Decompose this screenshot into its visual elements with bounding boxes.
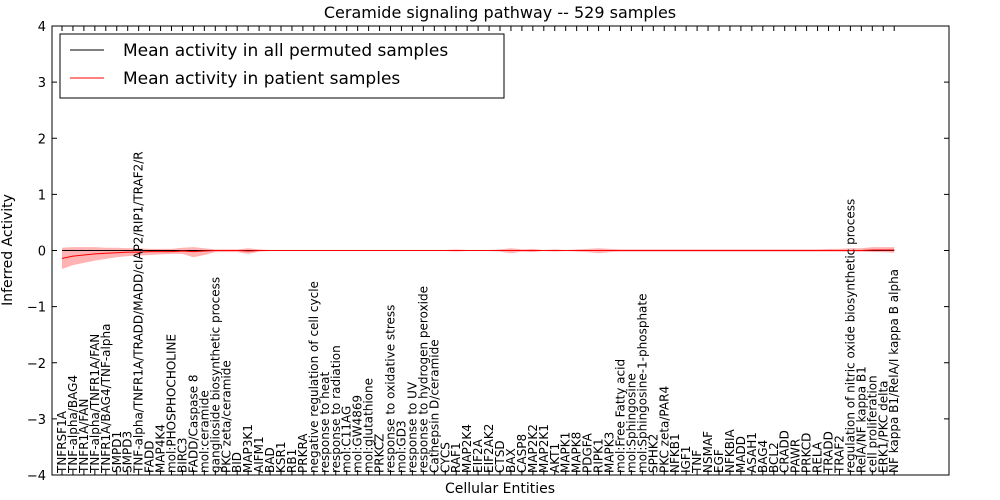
- y-tick-label: 3: [38, 76, 46, 91]
- x-tick-label: PRKCD: [800, 433, 814, 473]
- x-tick-label: MAP4K4: [154, 424, 168, 473]
- x-tick-label: response to heat: [318, 371, 332, 473]
- x-tick-label: MAP2K2: [526, 424, 540, 473]
- y-axis-label: Inferred Activity: [0, 194, 16, 306]
- x-tick-label: RIPK1: [592, 438, 606, 473]
- x-tick-label: TRAF2: [832, 435, 846, 474]
- x-tick-label: AIFM1: [252, 436, 266, 473]
- plot-area: [61, 247, 895, 270]
- x-tick-label: MAP3K1: [241, 424, 255, 473]
- y-tick-label: 2: [38, 132, 46, 147]
- x-tick-label: MAPK3: [603, 432, 617, 473]
- x-tick-label: BAD: [263, 447, 277, 473]
- x-axis-label: Cellular Entities: [445, 481, 555, 497]
- x-tick-label: TNF-alpha/BAG4: [66, 375, 80, 474]
- x-tick-label: BCL2: [767, 442, 781, 473]
- y-tick-label: −3: [27, 413, 46, 428]
- x-tick-label: mol:GW4869: [351, 395, 365, 473]
- x-tick-label: AKT1: [548, 443, 562, 473]
- x-tick-label: CASP8: [515, 434, 529, 473]
- x-tick-label: PKC zeta/PAR4: [657, 386, 671, 473]
- y-tick-label: 1: [38, 188, 46, 203]
- patient-band: [62, 247, 895, 270]
- x-tick-label: mol:Sphingosine: [624, 373, 638, 473]
- x-tick-label: RB1: [285, 449, 299, 473]
- chart-title: Ceramide signaling pathway -- 529 sample…: [324, 3, 676, 22]
- x-tick-label: TRADD: [822, 431, 836, 474]
- x-tick-label: mol:glutathione: [362, 378, 376, 473]
- x-tick-label: MAPK8: [570, 432, 584, 473]
- x-tick-label: CRADD: [778, 430, 792, 473]
- x-tick-label: EIF2AK2: [482, 424, 496, 473]
- x-tick-label: regulation of nitric oxide biosynthetic …: [843, 199, 857, 473]
- x-tick-label: BAG4: [756, 440, 770, 473]
- x-tick-label: mol:GD3: [394, 420, 408, 473]
- x-tick-label: MADD: [734, 436, 748, 473]
- x-tick-label: mol:ceramide: [197, 390, 211, 473]
- legend-box: [59, 33, 505, 99]
- x-tick-label: CYCS: [438, 442, 452, 473]
- x-tick-label: PRKCZ: [373, 434, 387, 473]
- x-tick-label: ERK1/PKC delta: [876, 380, 890, 473]
- x-tick-label: NF kappa B1/RelA/I kappa B alpha: [887, 269, 901, 473]
- series-line-patient: [61, 249, 895, 259]
- x-tick-label: ganglioside biosynthetic process: [208, 277, 222, 473]
- x-tick-label: SPHK2: [646, 434, 660, 473]
- x-tick-label: CTSD: [493, 440, 507, 473]
- x-tick-label: TNFRSF1A: [55, 410, 69, 474]
- x-tick-label: response to hydrogen peroxide: [416, 286, 430, 473]
- legend: Mean activity in all permuted samples Me…: [59, 33, 505, 99]
- x-tick-label: mol:C11AG: [340, 406, 354, 473]
- x-tick-label: cell proliferation: [865, 375, 879, 473]
- legend-entry-permuted: Mean activity in all permuted samples: [123, 41, 448, 61]
- y-axis: −4 −3 −2 −1 0 1 2 3 4: [27, 20, 949, 484]
- x-tick-label: RELA: [811, 441, 825, 473]
- x-tick-label: EIF2A: [471, 438, 485, 473]
- x-tick-label: mol:Free Fatty acid: [613, 359, 627, 473]
- x-tick-label: IGF1: [679, 446, 693, 473]
- x-tick-label: BAX: [504, 448, 518, 473]
- y-tick-label: −4: [27, 469, 46, 484]
- x-tick-label: PRKRA: [296, 433, 310, 473]
- x-tick-label: EGF: [712, 449, 726, 473]
- x-tick-label: MAP2K1: [537, 424, 551, 473]
- x-tick-label: TNF-alpha/TNFR1A/FAN: [88, 334, 102, 474]
- x-tick-label: mol:Sphingosine-1-phosphate: [635, 294, 649, 474]
- legend-entry-patient: Mean activity in patient samples: [123, 69, 400, 89]
- x-tick-label: SMPD3: [121, 431, 135, 473]
- x-tick-label: TNF: [690, 450, 704, 474]
- x-axis: TNFRSF1ATNF-alpha/BAG4TNFR1A/FANTNF-alph…: [55, 26, 901, 475]
- x-tick-label: RAF1: [449, 442, 463, 473]
- x-tick-label: response to radiation: [329, 345, 343, 473]
- x-tick-label: MAPK1: [559, 432, 573, 473]
- x-tick-label: PDGFA: [581, 432, 595, 473]
- x-tick-label: ASAH1: [745, 432, 759, 473]
- x-tick-label: TNF-alpha/TNFR1A/TRADD/MADD/cIAP2/RIP1/T…: [132, 151, 146, 474]
- x-tick-label: BIRC3: [175, 437, 189, 473]
- x-tick-label: SMPD1: [110, 431, 124, 473]
- x-tick-label: KSR1: [274, 442, 288, 473]
- x-tick-label: MAP2K4: [460, 424, 474, 473]
- x-tick-label: TNFR1A/FAN: [77, 399, 91, 474]
- x-tick-label: FADD/Caspase 8: [186, 374, 200, 473]
- y-tick-label: −1: [27, 301, 46, 316]
- x-tick-label: TNFR1A/BAG4/TNF-alpha: [99, 324, 113, 474]
- x-tick-label: RelA/NF kappa B1: [854, 366, 868, 473]
- x-tick-label: PAWR: [789, 439, 803, 473]
- x-tick-label: FADD: [143, 441, 157, 474]
- x-tick-label: response to oxidative stress: [384, 305, 398, 473]
- y-tick-label: 0: [38, 245, 46, 260]
- x-tick-label: NSMAF: [701, 431, 715, 473]
- x-tick-label: negative regulation of cell cycle: [307, 281, 321, 473]
- x-tick-label: PKC zeta/ceramide: [219, 360, 233, 473]
- x-tick-label: NFKBIA: [723, 428, 737, 473]
- y-tick-label: 4: [38, 20, 46, 35]
- x-tick-label: Cathepsin D/ceramide: [427, 339, 441, 473]
- x-tick-label: response to UV: [405, 381, 419, 473]
- y-tick-label: −2: [27, 357, 46, 372]
- x-tick-label: BID: [230, 452, 244, 473]
- x-tick-label: NFKB1: [668, 433, 682, 473]
- x-tick-label: mol:PHOSPHOCHOLINE: [165, 334, 179, 473]
